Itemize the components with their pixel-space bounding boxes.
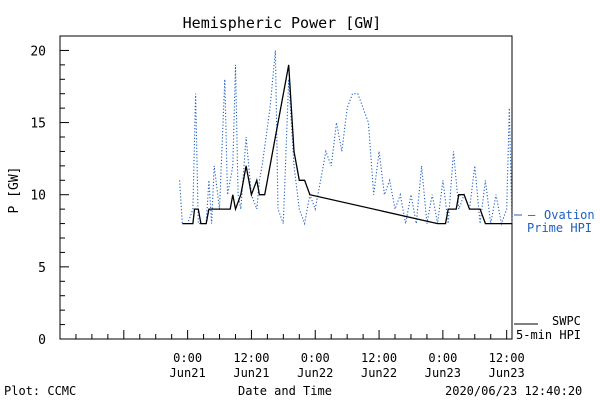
x-axis: 0:00Jun2112:00Jun210:00Jun2212:00Jun220:… <box>75 330 525 380</box>
x-tick-label-time: 0:00 <box>301 351 330 365</box>
legend-ovation-line2: Prime HPI <box>527 221 592 235</box>
footer-timestamp: 2020/06/23 12:40:20 <box>445 384 582 398</box>
y-tick-label: 5 <box>38 261 46 276</box>
ovation-prime-series <box>179 50 513 226</box>
legend-ovation-line1: Ovation <box>544 208 595 222</box>
plot-frame <box>59 35 513 340</box>
legend-ovation-dash: — <box>528 208 536 222</box>
legend-swpc: SWPC 5-min HPI <box>514 314 581 342</box>
y-axis: 0 5 10 15 20 <box>30 44 69 348</box>
x-tick-label-time: 12:00 <box>361 351 397 365</box>
chart-title: Hemispheric Power [GW] <box>183 14 382 32</box>
x-tick-label-date: Jun21 <box>170 366 206 380</box>
x-tick-label-date: Jun22 <box>361 366 397 380</box>
x-axis-label: Date and Time <box>238 384 332 398</box>
y-tick-label: 15 <box>30 117 46 132</box>
x-tick-label-date: Jun23 <box>489 366 525 380</box>
y-tick-label: 20 <box>30 44 46 59</box>
footer-left: Plot: CCMC <box>4 384 76 398</box>
legend-ovation: — Ovation Prime HPI <box>514 208 595 235</box>
swpc-series <box>182 64 512 225</box>
swpc-line <box>182 64 512 225</box>
y-tick-label: 10 <box>30 189 46 204</box>
y-tick-label: 0 <box>38 333 46 348</box>
x-tick-label-date: Jun23 <box>425 366 461 380</box>
x-tick-label-time: 12:00 <box>489 351 525 365</box>
x-tick-label-time: 0:00 <box>173 351 202 365</box>
x-tick-label-time: 0:00 <box>428 351 457 365</box>
ovation-prime-line <box>179 50 513 226</box>
x-tick-label-date: Jun22 <box>297 366 333 380</box>
x-tick-label-time: 12:00 <box>233 351 269 365</box>
legend-swpc-line2: 5-min HPI <box>516 328 581 342</box>
y-axis-label: P [GW] <box>7 167 22 214</box>
x-tick-label-date: Jun21 <box>233 366 269 380</box>
legend-swpc-line1: SWPC <box>552 314 581 328</box>
